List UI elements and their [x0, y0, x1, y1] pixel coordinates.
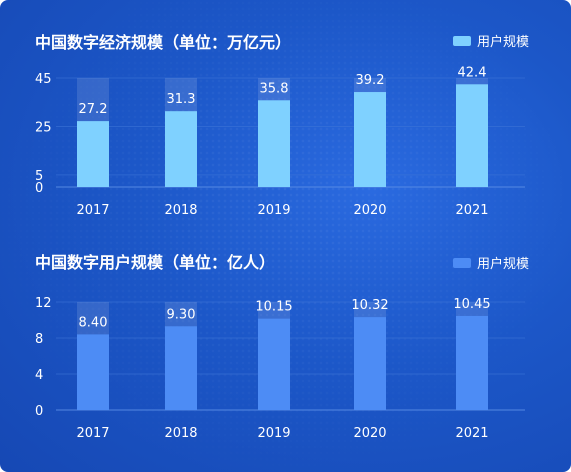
x-tick-label: 2017: [76, 426, 109, 441]
y-tick-label: 0: [35, 404, 43, 419]
x-tick-label: 2020: [353, 203, 386, 218]
legend-swatch: [452, 257, 471, 268]
data-label: 8.40: [79, 315, 108, 330]
bar: [456, 84, 488, 187]
y-tick-label: 25: [35, 120, 52, 135]
data-label: 10.45: [453, 297, 490, 312]
x-tick-label: 2019: [257, 426, 290, 441]
data-label: 35.8: [260, 81, 289, 96]
x-tick-label: 2019: [257, 203, 290, 218]
data-label: 10.32: [351, 298, 388, 313]
x-tick-label: 2017: [76, 203, 109, 218]
data-label: 42.4: [458, 65, 487, 80]
legend-swatch: [452, 35, 471, 46]
economy-chart-legend[interactable]: 用户规模: [452, 31, 529, 50]
economy-bar-chart: 05 25 45 27.2 2017 31.3 2018 35.8 2019 39.2 2020 42…: [35, 65, 525, 218]
data-label: 27.2: [79, 102, 108, 117]
bar: [77, 334, 109, 410]
x-tick-label: 2018: [164, 203, 197, 218]
data-label: 9.30: [167, 307, 196, 322]
y-tick-label: 0: [35, 181, 43, 196]
legend-label: 用户规模: [476, 257, 529, 272]
x-tick-label: 2020: [353, 426, 386, 441]
users-chart-legend[interactable]: 用户规模: [452, 253, 529, 272]
bar: [165, 111, 197, 187]
data-label: 39.2: [356, 73, 385, 88]
economy-chart-title: 中国数字经济规模（单位：万亿元）: [35, 33, 292, 52]
x-tick-label: 2021: [455, 426, 488, 441]
y-tick-label: 8: [35, 332, 43, 347]
data-label: 31.3: [167, 92, 196, 107]
users-chart-title: 中国数字用户规模（单位：亿人）: [35, 253, 276, 272]
bar: [456, 315, 488, 410]
legend-label: 用户规模: [476, 35, 529, 50]
bar: [77, 121, 109, 187]
bar: [354, 317, 386, 410]
bar: [354, 92, 386, 187]
x-tick-label: 2021: [455, 203, 488, 218]
bar: [258, 100, 290, 187]
y-tick-label: 4: [35, 368, 43, 383]
y-tick-label: 45: [35, 72, 52, 87]
data-label: 10.15: [255, 300, 292, 315]
y-tick-label: 5: [35, 169, 43, 184]
bar: [258, 318, 290, 410]
bar: [165, 326, 197, 410]
x-tick-label: 2018: [164, 426, 197, 441]
y-tick-label: 12: [35, 296, 52, 311]
